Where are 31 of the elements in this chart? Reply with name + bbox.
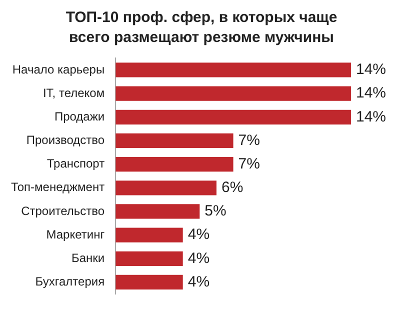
data-label: 4% (188, 250, 210, 267)
bar (116, 251, 183, 266)
data-label: 4% (188, 226, 210, 244)
bar (116, 86, 351, 101)
y-tick-label: Транспорт (46, 156, 106, 171)
bar (116, 133, 234, 148)
bar (116, 180, 216, 196)
y-tick-label: Бухгалтерия (35, 274, 105, 289)
data-label: 6% (221, 179, 244, 196)
bar (116, 157, 234, 172)
y-tick-label: Продажи (54, 109, 105, 124)
y-tick-label: Топ-менеджмент (10, 180, 106, 194)
y-tick-label: Начало карьеры (12, 62, 105, 76)
data-label: 14% (356, 108, 386, 126)
data-label: 7% (238, 132, 260, 149)
chart-title: ТОП-10 проф. сфер, в которых чаще всего размещают резюме мужчины (64, 8, 338, 48)
y-tick-label: Банки (71, 250, 105, 265)
data-label: 5% (204, 202, 226, 220)
y-tick-label: Маркетинг (46, 227, 106, 242)
bar (116, 62, 351, 78)
bar (116, 110, 351, 124)
data-label: 14% (356, 61, 386, 78)
data-label: 7% (238, 155, 260, 172)
y-tick-label: IT, телеком (42, 86, 105, 100)
bar (116, 274, 183, 290)
y-tick-label: Строительство (21, 204, 105, 218)
data-label: 4% (188, 273, 210, 290)
data-label: 14% (356, 84, 386, 102)
bar (116, 204, 200, 219)
y-tick-label: Производство (26, 133, 105, 148)
bar (116, 228, 183, 242)
